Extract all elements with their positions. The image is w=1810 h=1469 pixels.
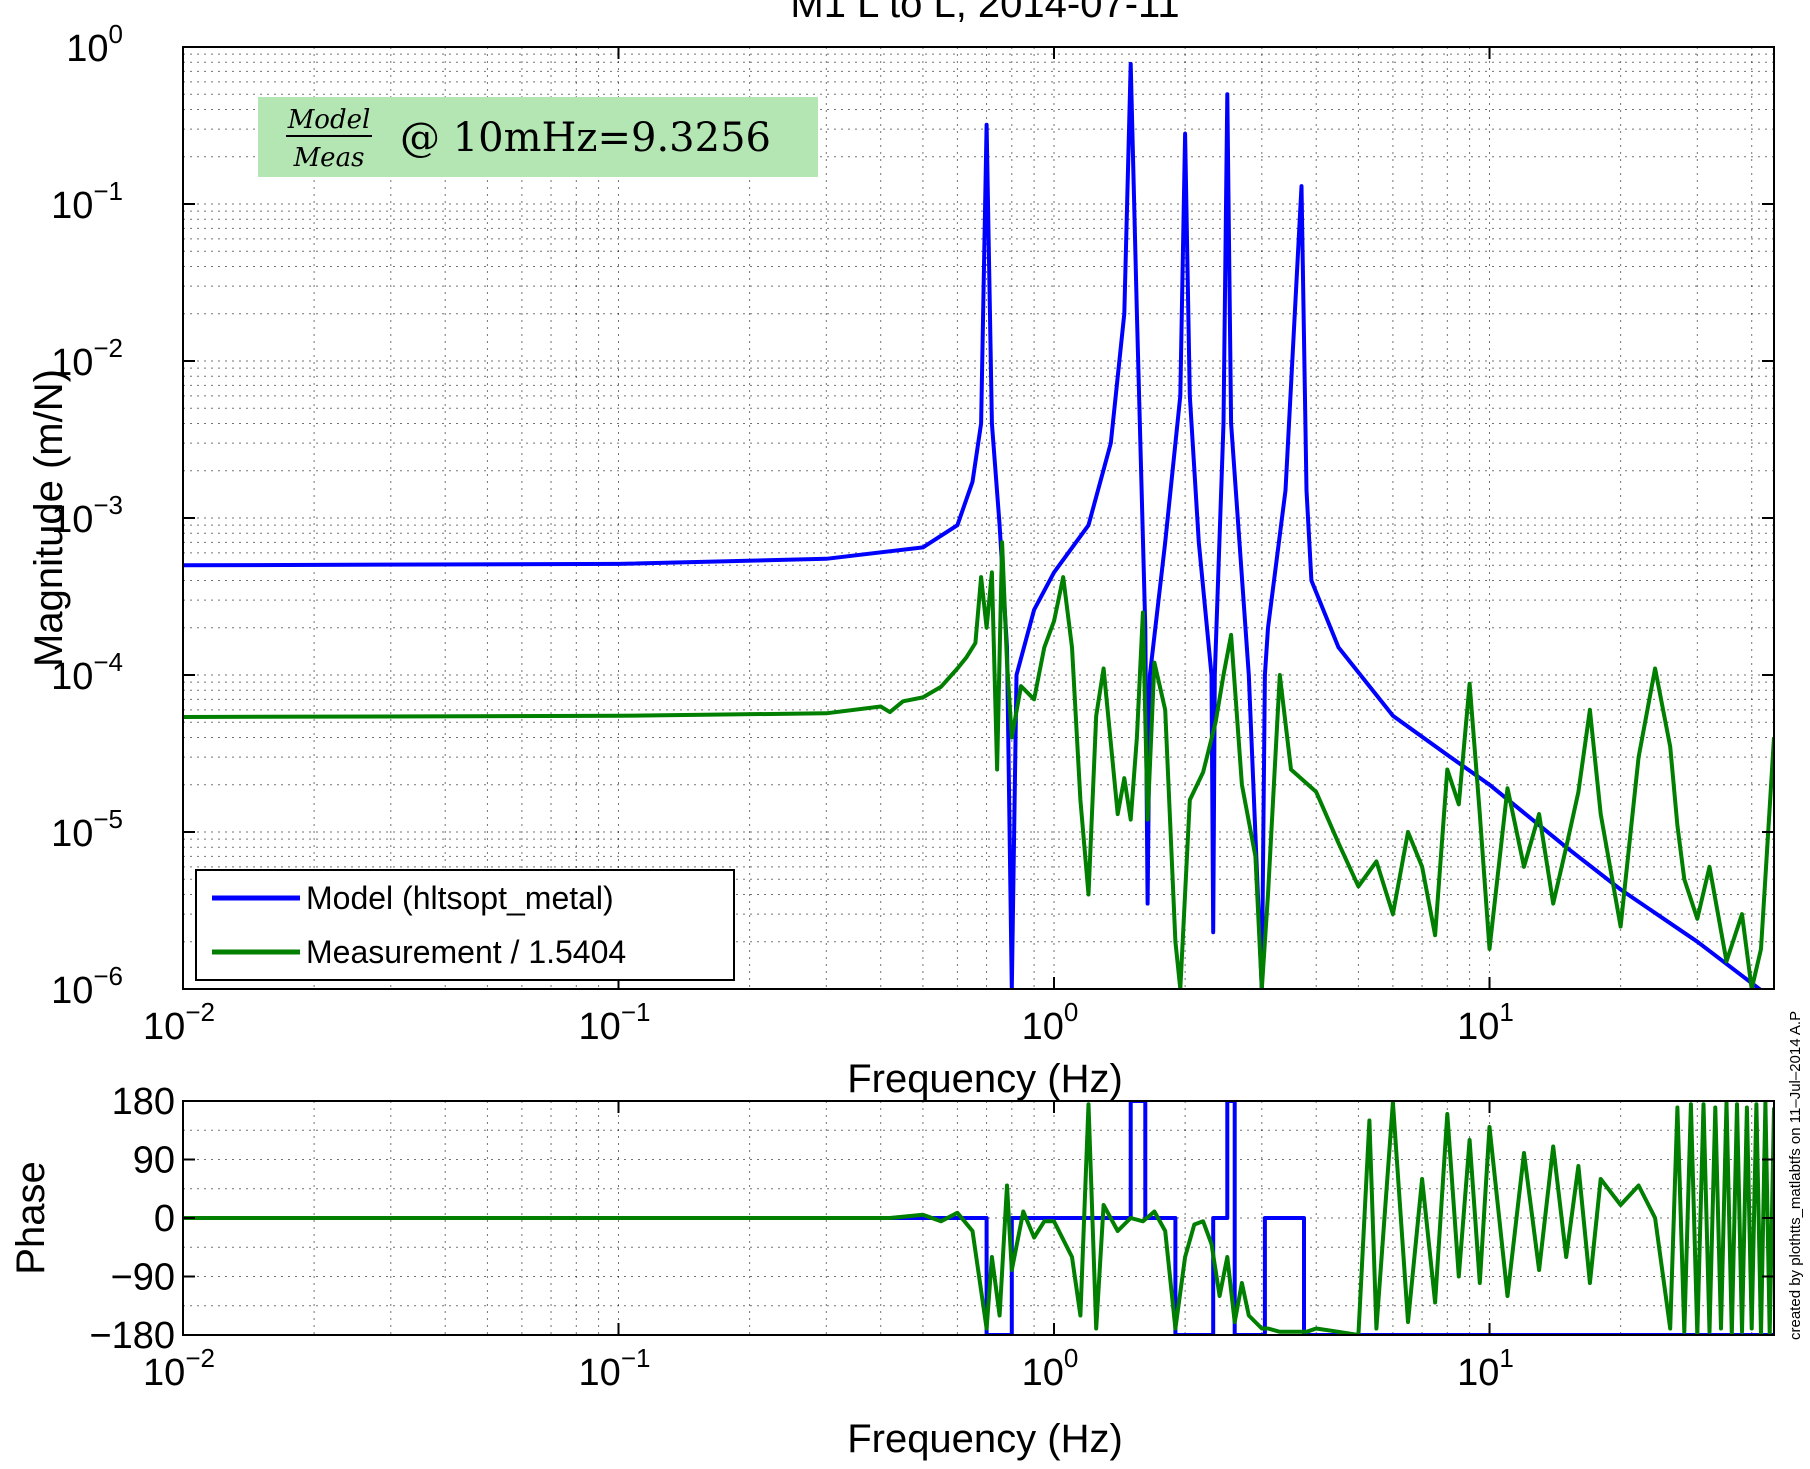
legend-box	[195, 869, 735, 981]
magnitude-plot-area	[183, 47, 1774, 989]
magnitude-y-axis-label: Magnitude (m/N)	[27, 369, 71, 667]
y-tick-label: −180	[89, 1315, 175, 1357]
y-tick-label: 90	[133, 1140, 175, 1182]
annotation-text: @ 10mHz=9.3256	[400, 115, 771, 161]
credit-text: created by plothtts_matlabtfs on 11–Jul–…	[1787, 1011, 1804, 1340]
y-tick-label: 10−2	[51, 333, 123, 384]
x-tick-label: 100	[1022, 997, 1079, 1048]
y-tick-label: 10−6	[51, 961, 123, 1012]
series-line-measurement	[183, 1101, 1774, 1335]
x-tick-label: 101	[1457, 1343, 1514, 1394]
x-tick-label: 10−2	[143, 997, 215, 1048]
legend-label-measurement: Measurement / 1.5404	[306, 934, 626, 970]
annotation-denominator: Meas	[293, 143, 365, 173]
y-tick-label: 10−1	[51, 176, 123, 227]
series-line-measurement	[183, 540, 1774, 989]
series-line-model	[183, 61, 1763, 989]
x-tick-label: 10−1	[579, 1343, 651, 1394]
x-tick-label: 100	[1022, 1343, 1079, 1394]
magnitude-grid	[182, 47, 1774, 989]
y-tick-label: 100	[66, 19, 123, 70]
chart-title: M1 L to L, 2014-07-11	[790, 0, 1179, 26]
magnitude-ticks: 10−2 10−1 100 10110−610−510−410−310−210−110…	[51, 19, 1774, 1048]
y-tick-label: 0	[154, 1198, 175, 1240]
magnitude-x-axis-label: Frequency (Hz)	[847, 1057, 1123, 1101]
series-line-model	[183, 1101, 1774, 1335]
ratio-annotation: Model Meas @ 10mHz=9.3256	[258, 97, 818, 177]
x-tick-label: 101	[1457, 997, 1514, 1048]
phase-series	[183, 1101, 1774, 1335]
annotation-numerator: Model	[287, 105, 371, 135]
legend: Model (hltsopt_metal) Measurement / 1.54…	[195, 869, 735, 981]
y-tick-label: −90	[111, 1257, 175, 1299]
x-tick-label: 10−1	[579, 997, 651, 1048]
y-tick-label: 10−3	[51, 490, 123, 541]
y-tick-label: 10−5	[51, 804, 123, 855]
legend-label-model: Model (hltsopt_metal)	[306, 880, 614, 916]
phase-x-axis-label: Frequency (Hz)	[847, 1417, 1123, 1461]
phase-y-axis-label: Phase	[9, 1161, 53, 1274]
y-tick-label: 180	[112, 1081, 175, 1123]
magnitude-plot: 10−2 10−1 100 10110−610−510−410−310−210−110…	[27, 19, 1775, 1101]
magnitude-series	[183, 61, 1774, 989]
